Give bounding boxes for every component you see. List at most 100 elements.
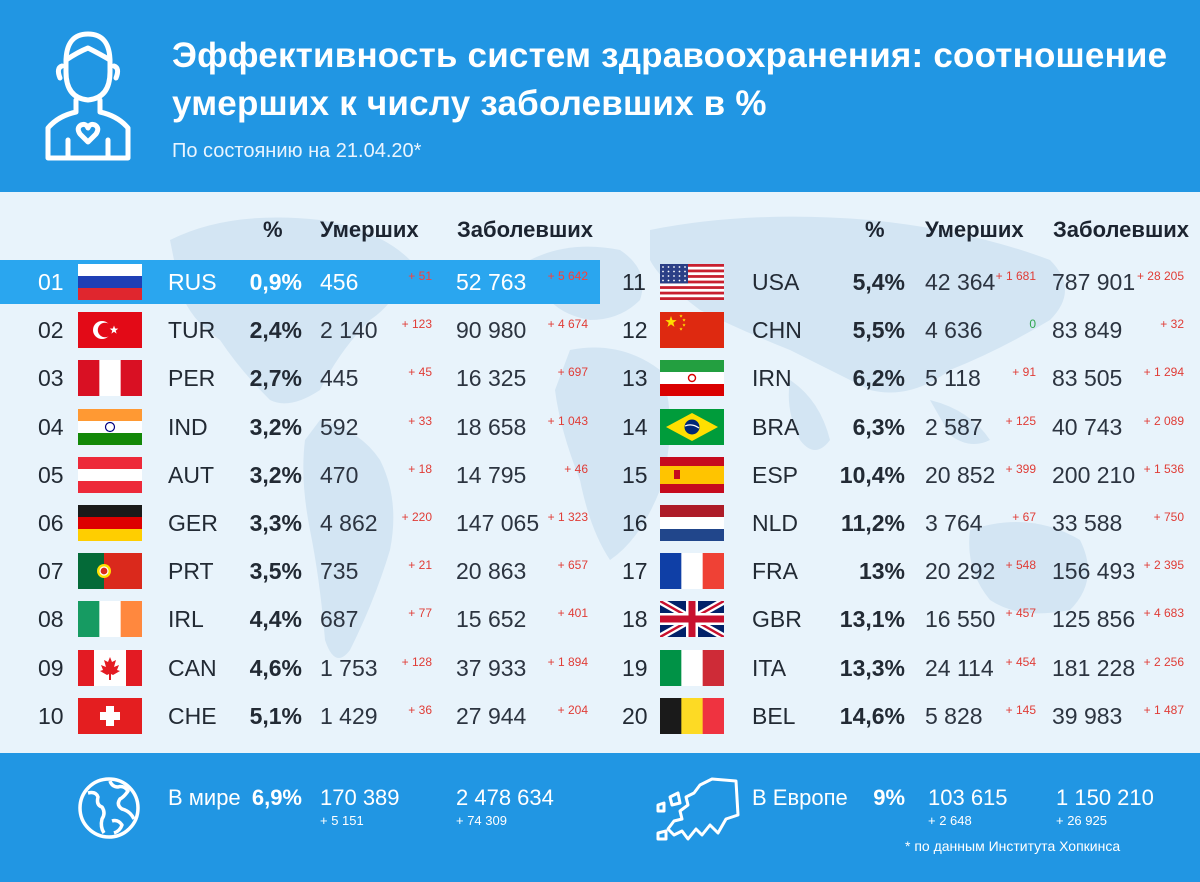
deaths-total: 5 118 — [925, 365, 981, 392]
rank: 09 — [38, 654, 64, 681]
flag-irl-icon — [78, 601, 142, 638]
country-code: CHN — [752, 317, 802, 344]
deaths-total: 456 — [320, 269, 359, 295]
flag-ita-icon — [660, 649, 724, 686]
deaths-increase: + 548 — [1005, 558, 1036, 573]
deaths-total: 592 — [320, 413, 359, 440]
death-rate: 3,3% — [249, 510, 302, 536]
rank: 19 — [622, 654, 648, 681]
country-code: GER — [168, 510, 218, 536]
europe-cases: 1 150 210 — [1056, 785, 1154, 810]
deaths-increase: + 454 — [1005, 654, 1036, 669]
deaths-total: 16 550 — [925, 606, 996, 633]
deaths-total: 4 636 — [925, 317, 983, 344]
world-deaths: 170 389 — [320, 785, 400, 810]
cases-increase: + 2 089 — [1143, 413, 1184, 428]
table-row: 13 IRN 6,2% 5 118 + 91 83 505 + 1 294 — [600, 356, 1200, 400]
flag-prt-icon — [78, 553, 142, 590]
cases-increase: + 204 — [557, 702, 588, 717]
deaths-total: 3 764 — [925, 510, 983, 536]
cases-increase: + 2 256 — [1143, 654, 1184, 669]
death-rate: 13,3% — [839, 654, 905, 681]
country-code: IRN — [752, 365, 792, 392]
title-line-2: умерших к числу заболевших в % — [172, 84, 767, 123]
death-rate: 0,9% — [249, 269, 302, 295]
col-header-pct-right: % — [865, 217, 885, 242]
table-row: 15 ESP 10,4% 20 852 + 399 200 210 + 1 536 — [600, 453, 1200, 497]
death-rate: 6,2% — [852, 365, 905, 392]
title-line-1: Эффективность систем здравоохранения: со… — [172, 36, 1168, 75]
cases-total: 52 763 — [456, 269, 527, 295]
cases-total: 90 980 — [456, 317, 527, 344]
rank: 10 — [38, 702, 64, 729]
cases-total: 147 065 — [456, 510, 540, 536]
cases-total: 16 325 — [456, 365, 527, 392]
cases-increase: + 1 323 — [547, 510, 588, 524]
user-heart-icon — [45, 31, 131, 161]
flag-per-icon — [78, 360, 142, 397]
death-rate: 4,4% — [249, 606, 302, 633]
rank: 18 — [622, 606, 648, 633]
deaths-increase: + 123 — [401, 317, 432, 332]
world-deaths-inc: + 5 151 — [320, 813, 364, 828]
deaths-total: 42 364 — [925, 269, 996, 295]
deaths-increase: + 91 — [1012, 365, 1036, 380]
source-note: * по данным Института Хопкинса — [905, 838, 1121, 854]
date-subtitle: По состоянию на 21.04.20* — [172, 140, 422, 162]
death-rate: 6,3% — [852, 413, 905, 440]
deaths-total: 470 — [320, 461, 359, 488]
deaths-increase: + 1 681 — [995, 269, 1036, 283]
table-row: 18 GBR 13,1% 16 550 + 457 125 856 + 4 683 — [600, 597, 1200, 641]
cases-total: 83 505 — [1052, 365, 1123, 392]
table-row: 11 USA 5,4% 42 364 + 1 681 787 901 + 28 205 — [600, 260, 1200, 304]
europe-deaths-inc: + 2 648 — [928, 813, 972, 828]
cases-total: 15 652 — [456, 606, 527, 633]
death-rate: 5,4% — [852, 269, 905, 295]
death-rate: 2,7% — [249, 365, 302, 392]
country-code: USA — [752, 269, 800, 295]
footer-banner: В мире 6,9% 170 389 + 5 151 2 478 634 + … — [0, 753, 1200, 882]
country-code: PER — [168, 365, 216, 392]
flag-nld-icon — [660, 505, 724, 541]
cases-increase: + 28 205 — [1136, 269, 1184, 283]
deaths-total: 5 828 — [925, 702, 983, 729]
cases-total: 40 743 — [1052, 413, 1123, 440]
world-pct: 6,9% — [251, 785, 302, 810]
cases-total: 39 983 — [1052, 702, 1123, 729]
death-rate: 13,1% — [839, 606, 905, 633]
country-code: PRT — [168, 558, 214, 585]
cases-increase: + 5 642 — [547, 269, 588, 283]
deaths-total: 735 — [320, 558, 359, 585]
deaths-increase: + 45 — [408, 365, 432, 380]
cases-increase: + 4 683 — [1143, 606, 1184, 621]
cases-increase: + 1 536 — [1143, 461, 1184, 476]
flag-tur-icon — [78, 312, 142, 349]
deaths-increase: + 21 — [408, 558, 432, 573]
flag-ger-icon — [78, 505, 142, 541]
cases-total: 20 863 — [456, 558, 527, 585]
rank: 02 — [38, 317, 64, 344]
world-label: В мире — [168, 785, 241, 810]
flag-che-icon — [78, 697, 142, 734]
col-header-cases-right: Заболевших — [1053, 217, 1190, 242]
cases-increase: + 4 674 — [547, 317, 588, 332]
country-code: CAN — [168, 654, 217, 681]
country-code: TUR — [168, 317, 216, 344]
rank: 01 — [38, 269, 64, 295]
table-row: 03 PER 2,7% 445 + 45 16 325 + 697 — [0, 356, 600, 400]
deaths-increase: + 220 — [401, 510, 432, 524]
col-header-deaths-left: Умерших — [320, 217, 419, 242]
rank: 20 — [622, 702, 648, 729]
country-code: IRL — [168, 606, 204, 633]
rank: 06 — [38, 510, 64, 536]
cases-total: 156 493 — [1052, 558, 1136, 585]
deaths-total: 20 852 — [925, 461, 996, 488]
table-row: 17 FRA 13% 20 292 + 548 156 493 + 2 395 — [600, 549, 1200, 593]
cases-total: 200 210 — [1052, 461, 1136, 488]
rank: 16 — [622, 510, 648, 536]
world-cases: 2 478 634 — [456, 785, 554, 810]
deaths-increase: + 128 — [401, 654, 432, 669]
cases-increase: + 750 — [1153, 510, 1184, 524]
death-rate: 14,6% — [839, 702, 905, 729]
country-code: FRA — [752, 558, 798, 585]
